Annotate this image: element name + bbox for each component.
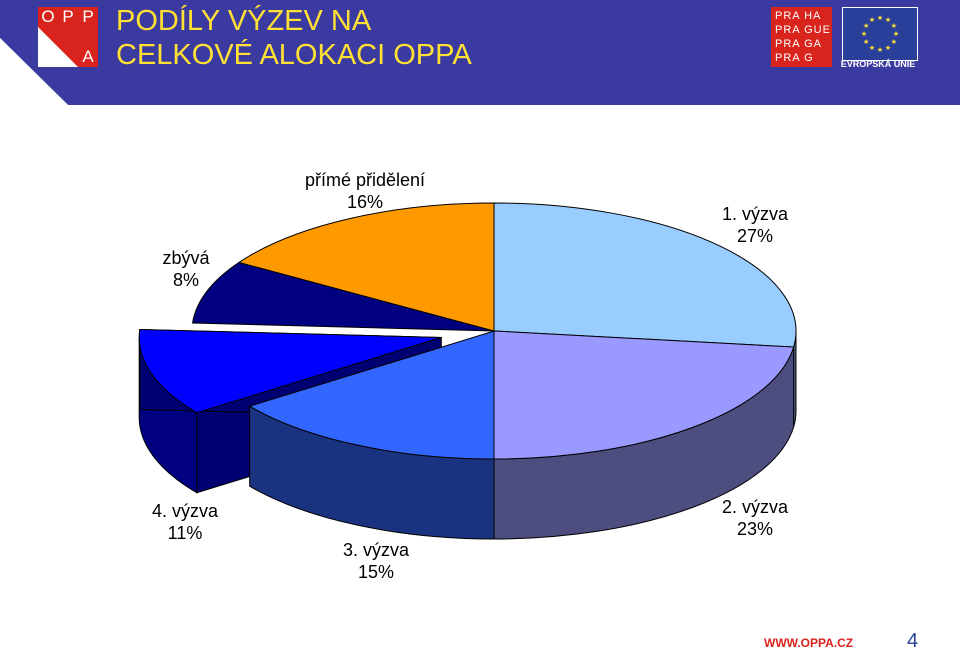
eu-star-icon: ★ bbox=[891, 38, 897, 46]
opp-logo-letter: P bbox=[78, 7, 98, 27]
eu-stars-icon: ★ ★★★★★★★★★★★ bbox=[861, 14, 899, 54]
pie-slice-p-m-p-id-len- bbox=[237, 202, 495, 332]
eu-star-icon: ★ bbox=[885, 44, 891, 52]
praha-logo: PRA HA PRA GUE PRA GA PRA G bbox=[771, 7, 832, 67]
slice-label-name: 1. výzva bbox=[721, 204, 789, 224]
slice-label-name: 2. výzva bbox=[721, 497, 789, 517]
pie-slice-2-v-zva bbox=[493, 330, 795, 460]
slice-label-vyzva-1: 1. výzva 27% bbox=[722, 203, 788, 247]
page-number: 4 bbox=[907, 630, 919, 652]
eu-star-icon: ★ bbox=[861, 30, 867, 38]
slice-label-value: 23% bbox=[736, 519, 774, 539]
praha-logo-row: PRA G bbox=[775, 52, 814, 64]
eu-star-icon: ★ bbox=[877, 46, 883, 54]
pie-chart: přímé přidělení 16% 1. výzva 27% zbývá 8… bbox=[0, 105, 960, 615]
opp-logo-diagonal bbox=[38, 27, 78, 67]
slice-label-value: 11% bbox=[167, 523, 203, 543]
footer-url: WWW.OPPA.CZ bbox=[764, 636, 854, 650]
slice-label-value: 15% bbox=[357, 562, 395, 582]
slice-label-name: zbývá bbox=[162, 248, 210, 268]
header-background bbox=[0, 0, 960, 105]
eu-star-icon: ★ bbox=[869, 44, 875, 52]
pie-chart-svg bbox=[138, 202, 797, 540]
pie-slice-1-v-zva bbox=[493, 202, 797, 348]
eu-star-icon: ★ bbox=[893, 30, 899, 38]
opp-logo-letter: P bbox=[58, 7, 78, 27]
header-band: O P P A PODÍLY VÝZEV NA CELKOVÉ ALOKACI … bbox=[0, 0, 960, 105]
eu-star-icon: ★ bbox=[885, 16, 891, 24]
praha-logo-row: PRA GA bbox=[775, 38, 822, 50]
eu-logo: ★ ★ ★ ★ ★ ★ ★ ★ ★ ★ ★ ★ EVROPSKÁ UNIE bbox=[838, 7, 918, 69]
slice-label-direct: přímé přidělení 16% bbox=[305, 169, 425, 213]
opp-logo-letter: O bbox=[38, 7, 58, 27]
pie-tops bbox=[138, 202, 797, 460]
title-line-2: CELKOVÉ ALOKACI OPPA bbox=[116, 39, 472, 71]
slice-label-vyzva-3: 3. výzva 15% bbox=[343, 539, 409, 583]
praha-logo-row: PRA HA bbox=[775, 10, 822, 22]
pie-slice-4-v-zva bbox=[138, 328, 442, 414]
eu-star-icon: ★ bbox=[869, 16, 875, 24]
eu-label: EVROPSKÁ UNIE bbox=[840, 59, 916, 69]
slice-label-value: 16% bbox=[346, 192, 384, 212]
slice-label-value: 8% bbox=[172, 270, 199, 290]
slice-label-remaining: zbývá 8% bbox=[162, 247, 209, 291]
slice-label-vyzva-4: 4. výzva 11% bbox=[152, 500, 218, 544]
opp-logo: O P P A bbox=[38, 7, 100, 67]
praha-logo-row: PRA GUE bbox=[775, 24, 831, 36]
slice-label-value: 27% bbox=[736, 226, 774, 246]
eu-star-icon: ★ bbox=[877, 14, 883, 22]
opp-logo-letter: A bbox=[78, 27, 98, 67]
slice-label-name: 3. výzva bbox=[342, 540, 410, 560]
slice-label-name: přímé přidělení bbox=[304, 170, 426, 190]
page-title: PODÍLY VÝZEV NA CELKOVÉ ALOKACI OPPA bbox=[116, 4, 472, 72]
pie-slice-3-v-zva bbox=[248, 330, 495, 460]
title-line-1: PODÍLY VÝZEV NA bbox=[116, 5, 372, 37]
eu-star-icon: ★ bbox=[863, 22, 869, 30]
eu-flag-icon: ★ ★ ★ ★ ★ ★ ★ ★ ★ ★ ★ ★ bbox=[842, 7, 918, 61]
pie-slice-zb-v- bbox=[192, 261, 495, 332]
eu-star-icon: ★ bbox=[863, 38, 869, 46]
eu-star-icon: ★ bbox=[891, 22, 897, 30]
opp-logo-a: A bbox=[82, 47, 94, 66]
slice-label-vyzva-2: 2. výzva 23% bbox=[722, 496, 788, 540]
slice-label-name: 4. výzva bbox=[151, 501, 219, 521]
